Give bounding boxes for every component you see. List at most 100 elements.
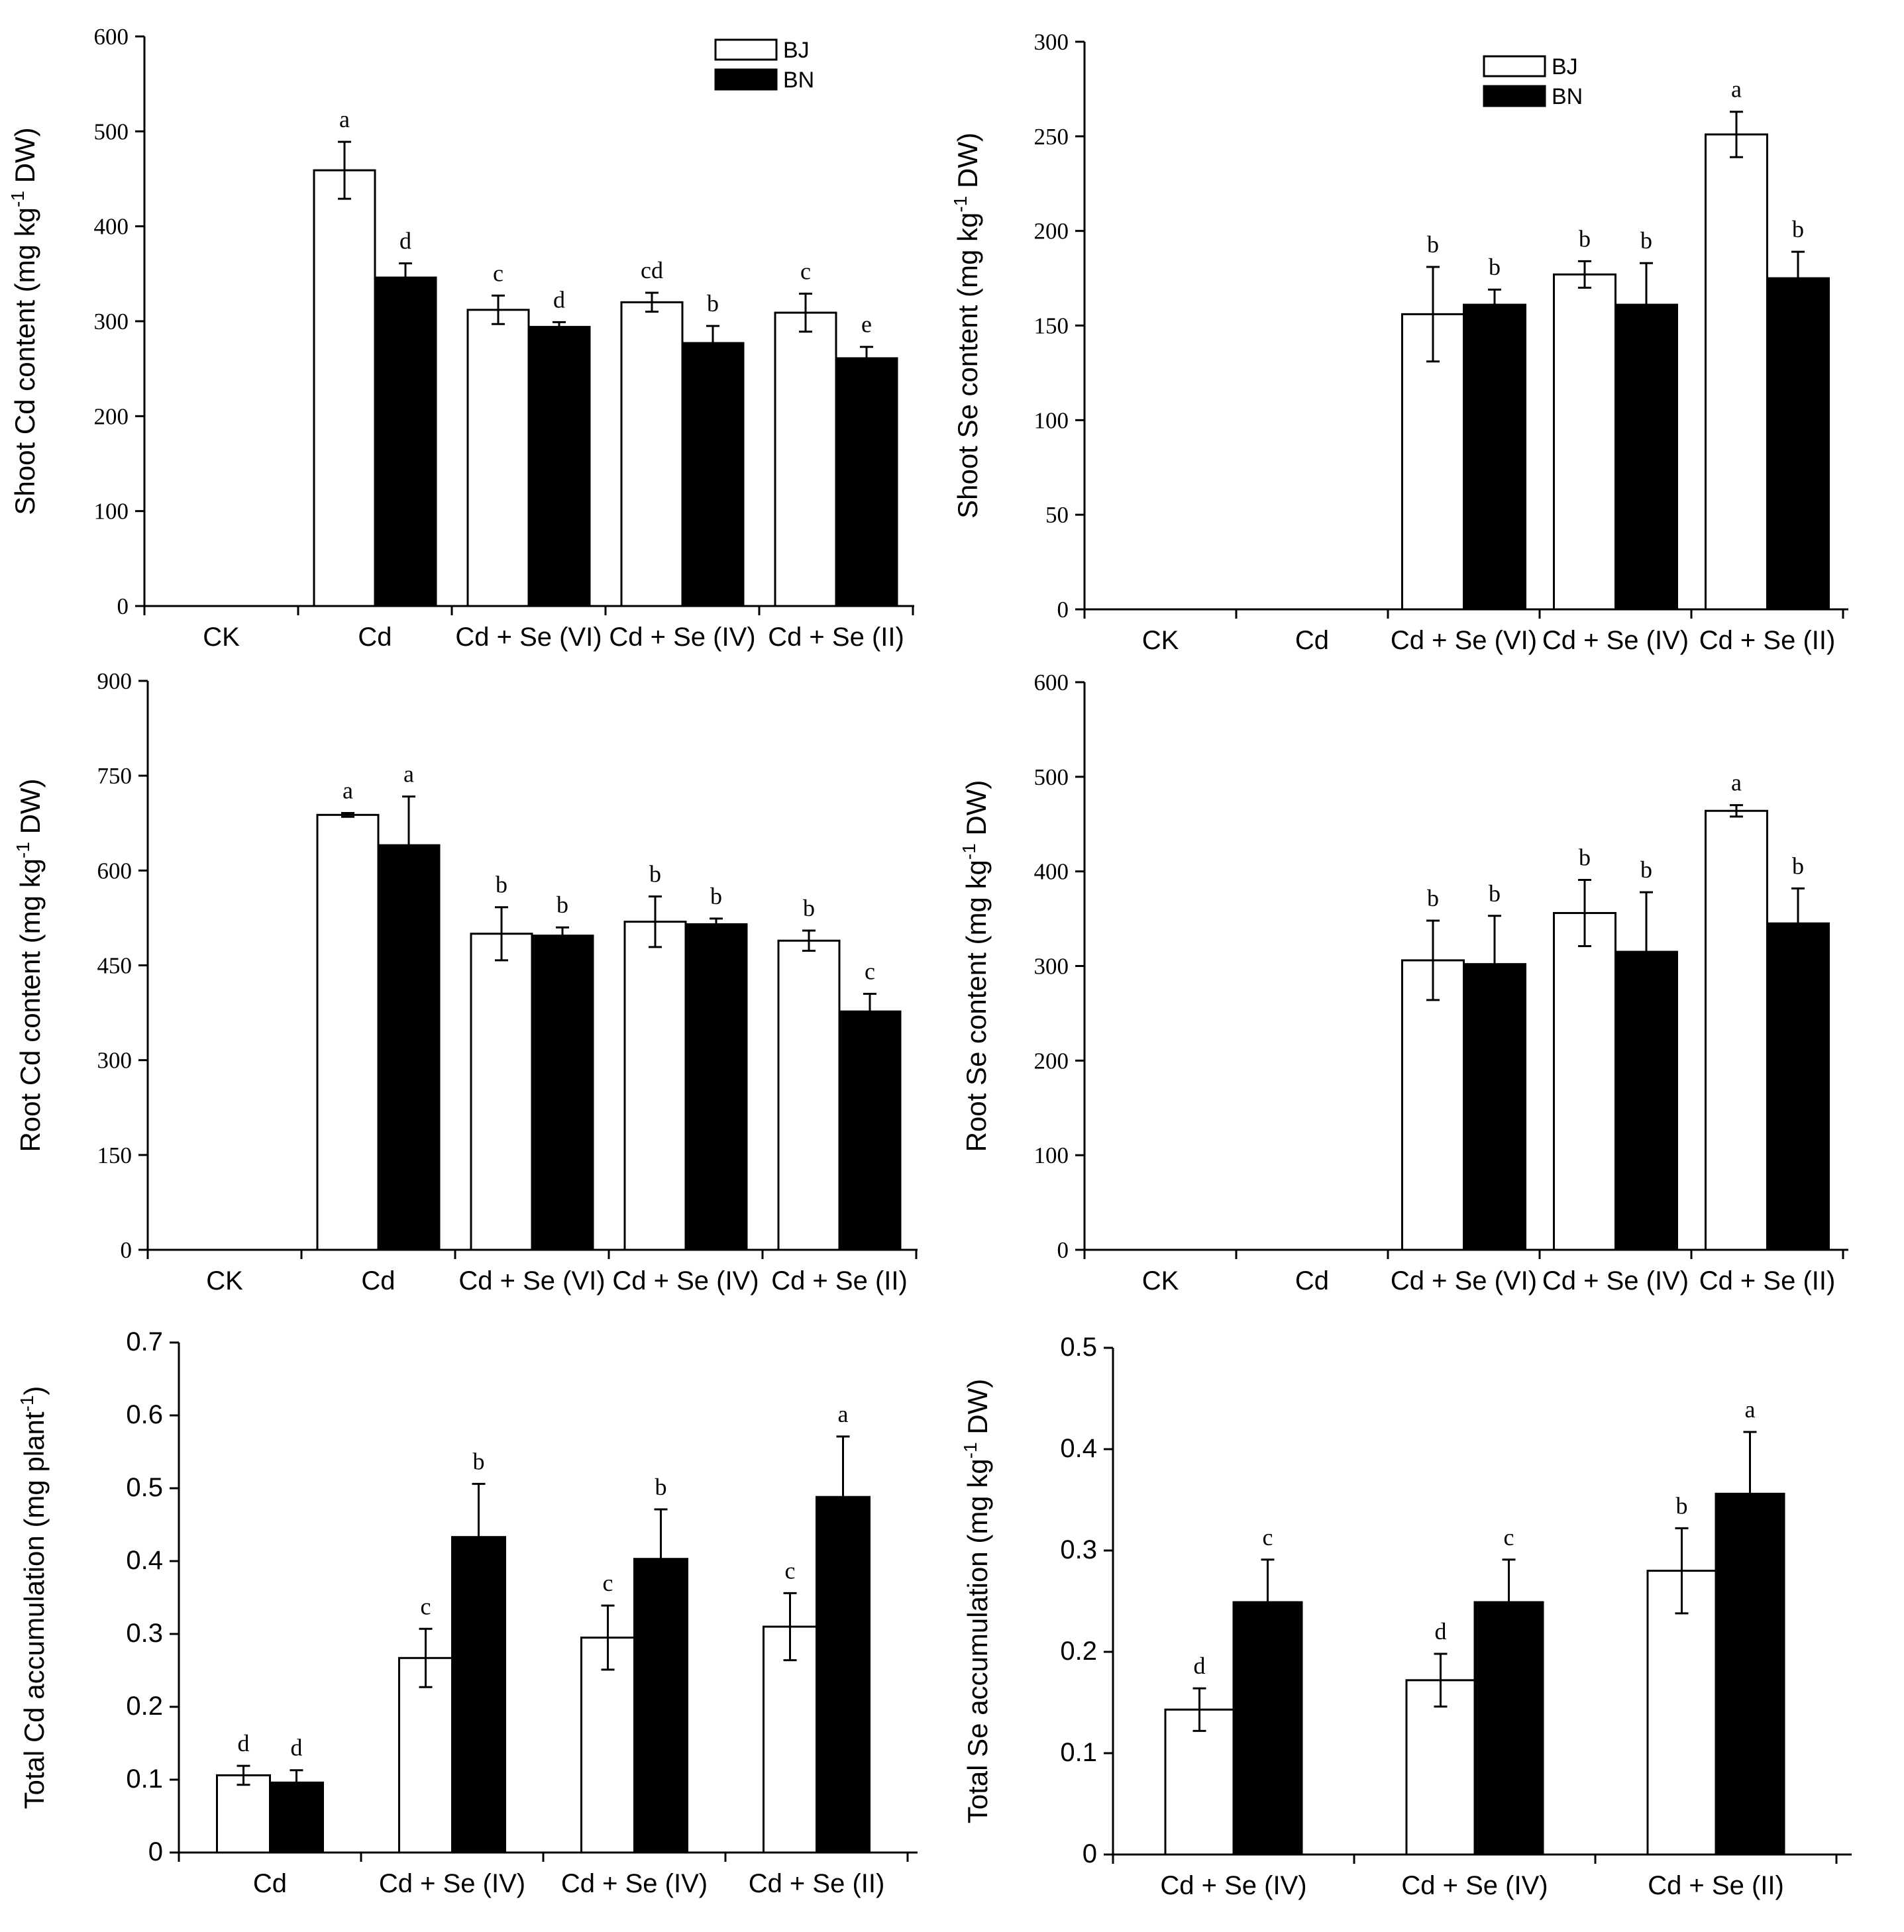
y-tick-label: 600 [97,858,132,884]
significance-letter: b [1640,856,1652,883]
y-tick-label: 400 [94,214,129,240]
category-label: CK [1142,1266,1179,1296]
y-tick-label: 150 [1034,313,1069,339]
category-label: Cd + Se (II) [771,1266,908,1296]
y-tick-label: 400 [1034,859,1069,885]
y-axis-title: Total Cd accumulation (mg plant-1) [17,1386,50,1809]
error-bar [1434,1652,1448,1708]
significance-letter: b [707,290,719,317]
y-axis-title: Shoot Cd content (mg kg-1 DW) [7,127,40,515]
chart-panel-4: 0 100 200 300 400 500 600 CK Cd Cd + Se (VI) b b Cd … [959,670,1848,1296]
significance-letter: b [1640,227,1652,254]
legend-label: BN [783,68,814,93]
significance-letter: c [865,958,875,984]
bar-bn [374,276,437,607]
significance-letter: b [1792,216,1804,242]
significance-letter: d [1194,1652,1206,1679]
y-tick-label: 0.7 [126,1327,163,1356]
significance-letter: d [553,286,565,313]
y-tick-label: 100 [94,499,129,525]
category-label: Cd [361,1266,395,1296]
bar-bj [1401,959,1465,1251]
error-bar [1578,879,1591,948]
significance-letter: b [556,891,568,918]
significance-letter: a [339,106,350,132]
y-tick-label: 450 [97,953,132,979]
bar-bj [313,169,376,607]
significance-letter: b [649,860,661,887]
y-tick-label: 300 [97,1048,132,1074]
error-bar [399,262,412,293]
y-tick-label: 900 [97,668,132,694]
significance-letter: c [1263,1524,1273,1551]
significance-letter: c [603,1570,613,1596]
y-axis-title-superscript: -1 [960,1442,980,1458]
error-bar [1640,891,1653,1013]
significance-letter: c [1504,1524,1514,1551]
y-axis-title-main: Total Cd accumulation (mg plant [19,1411,50,1809]
significance-letter: b [1489,880,1501,907]
bar-bn [838,1010,902,1251]
bar-bn [684,923,748,1251]
category-label: Cd + Se (II) [1699,626,1836,655]
legend-label: BN [1552,84,1583,109]
significance-letter: a [403,761,414,788]
significance-letter: d [399,228,411,254]
y-axis-title: Root Se content (mg kg-1 DW) [959,780,992,1152]
significance-letter: cd [641,257,663,283]
legend-swatch-bn [1483,85,1546,107]
error-bar [1578,260,1591,289]
category-label: Cd + Se (IV) [609,623,755,652]
bar-bn [1766,922,1830,1251]
bar-bn [681,342,745,607]
bar-bj [1705,133,1768,611]
bar-bj [1705,809,1768,1251]
bar-bj [1646,1570,1717,1856]
significance-letter: a [343,777,353,803]
y-axis-title: Root Cd content (mg kg-1 DW) [13,778,46,1152]
bar-bn [377,844,441,1251]
y-tick-label: 600 [1034,670,1069,695]
significance-letter: d [291,1735,303,1761]
significance-letter: b [1427,885,1439,911]
y-axis-title-end: DW) [961,780,992,844]
significance-letter: c [800,258,811,284]
significance-letter: b [655,1474,667,1500]
category-label: Cd + Se (VI) [458,1266,605,1296]
error-bar [338,140,351,200]
error-bar [1261,1558,1275,1646]
category-label: CK [1142,626,1179,655]
error-bar [402,795,415,895]
error-bar [654,1508,668,1609]
significance-letter: b [496,872,507,898]
category-label: Cd [1295,626,1329,655]
significance-letter: a [838,1401,849,1427]
bar-bn [1766,277,1830,611]
y-axis-title-superscript: -1 [959,843,979,860]
significance-letter: a [1731,76,1742,103]
category-label: Cd + Se (IV) [1160,1871,1306,1900]
significance-letter: b [1676,1492,1688,1519]
y-axis-title-end: ) [19,1386,50,1396]
y-tick-label: 0 [1057,1237,1069,1263]
error-bar [799,292,812,333]
y-tick-label: 0.4 [1060,1434,1097,1463]
y-axis-title-end: DW) [15,778,46,842]
bar-bj [580,1637,635,1854]
y-tick-label: 300 [1034,29,1069,55]
category-label: Cd + Se (II) [768,623,904,652]
legend-swatch-bj [714,38,778,61]
y-tick-label: 0 [117,593,129,619]
significance-letter: c [493,260,503,286]
y-axis-title-main: Root Se content (mg kg [961,860,992,1152]
category-label: Cd + Se (IV) [612,1266,759,1296]
error-bar [1730,111,1743,158]
bar-bj [466,309,530,607]
error-bar [1502,1558,1516,1646]
category-label: Cd + Se (IV) [1542,1266,1689,1296]
chart-panel-5: 0 0.1 0.2 0.3 0.4 0.5 0.6 0.7 Cd d d Cd + Se (IV) c b… [17,1327,918,1898]
error-bar [419,1627,433,1688]
y-tick-label: 0.6 [126,1400,163,1429]
significance-letter: b [710,883,722,909]
error-bar [495,906,508,962]
